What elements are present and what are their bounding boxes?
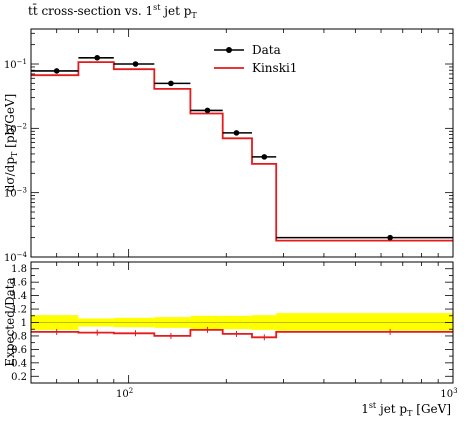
data-point [204,107,211,114]
y-tick-label: 10−1 [4,58,27,71]
legend: Data Kinski1 [214,43,297,75]
data-point [168,80,174,87]
chart-title: tt̄ cross-section vs. 1st jet pT [28,2,197,20]
data-point [53,68,60,74]
ratio-frame [30,261,454,384]
ratio-ylabel: Expected/Data [3,277,17,366]
y-tick-label: 1 [21,318,27,329]
main-panel: 10−1 10−2 10−3 10−4 dσ/dpT [pb/GeV] Data Ki… [3,28,454,264]
legend-data-label: Data [252,43,281,57]
data-point [94,54,101,61]
x-axis-label: 1st jet pT [GeV] [361,401,451,418]
y-tick-label: 1.8 [11,264,27,275]
y-tick-label: 10−4 [4,251,28,264]
data-point [387,234,393,241]
data-point [261,154,268,160]
y-tick-label: 0.8 [11,331,27,342]
y-tick-label: 10−2 [4,122,27,135]
y-tick-label: 0.6 [11,345,27,356]
legend-data-marker [226,47,232,53]
y-tick-label: 1.6 [11,278,27,289]
legend-model-label: Kinski1 [252,61,297,75]
data-uncertainty-band [276,313,453,331]
y-tick-label: 0.2 [11,372,27,383]
model-step-line [31,61,453,242]
data-point [233,130,240,136]
main-ylabel: dσ/dpT [pb/GeV] [3,94,19,193]
ratio-panel: 102 103 0.2 0.4 0.6 0.8 1 1.2 1.4 1.6 1.8 Expected… [3,261,458,400]
x-tick-label: 102 [116,387,133,400]
y-tick-label: 1.4 [11,291,27,302]
y-tick-label: 1.2 [11,305,27,316]
main-frame [30,28,454,258]
y-tick-label: 10−3 [4,187,27,200]
data-point [132,61,139,67]
y-tick-label: 0.4 [11,358,27,369]
x-tick-label: 103 [440,387,457,400]
